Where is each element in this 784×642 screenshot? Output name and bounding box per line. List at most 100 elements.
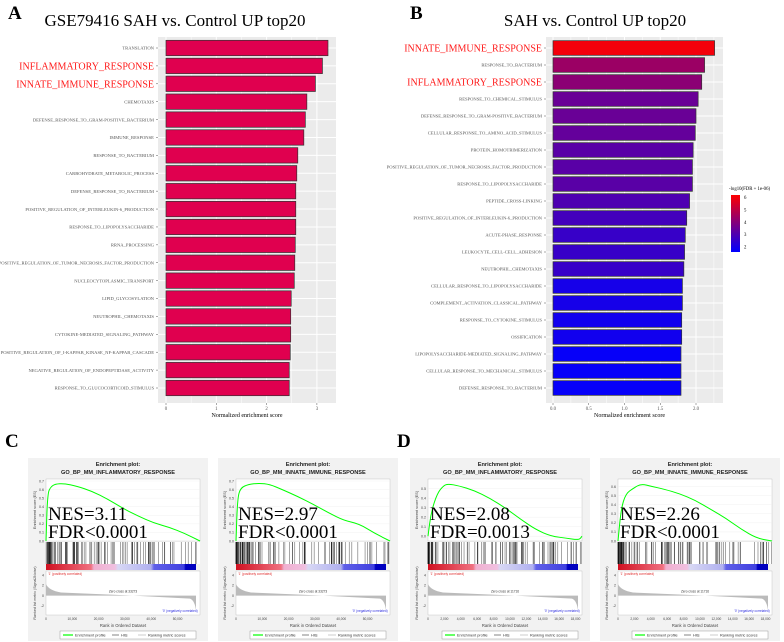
ranked-color-bar — [428, 564, 578, 570]
x-tick-label: 0 — [165, 407, 168, 412]
legend-metric-label: Ranking metric scores — [720, 634, 758, 638]
y-tick-label: 0.0 — [421, 535, 426, 539]
legend-hits-label: Hits — [311, 634, 318, 638]
x-tick-label: 8,000 — [490, 617, 498, 621]
category-label: RESPONSE_TO_LIPOPOLYSACCHARIDE — [69, 225, 154, 230]
category-label: INFLAMMATORY_RESPONSE — [19, 61, 154, 72]
y-tick-label: 0.0 — [39, 539, 44, 543]
es-curve — [45, 483, 201, 542]
category-label: DEFENSE_RESPONSE_TO_BACTERIUM — [459, 386, 542, 391]
y-tick-label: 0.4 — [229, 505, 234, 509]
x-tick-label: 1.5 — [657, 407, 664, 412]
x-axis-label: Rank in Ordered Dataset — [672, 623, 719, 628]
x-tick-label: 10,000 — [67, 617, 77, 621]
bar — [165, 165, 298, 182]
bar — [165, 379, 290, 397]
category-label: DEFENSE_RESPONSE_TO_BACTERIUM — [71, 189, 154, 194]
category-label: ACUTE-PHASE_RESPONSE — [485, 233, 542, 238]
category-label: CHEMOTAXIS — [124, 99, 154, 104]
category-label: RESPONSE_TO_LIPOPOLYSACCHARIDE — [457, 182, 542, 187]
bar — [165, 39, 329, 57]
gsea-plot: Enrichment plot: GO_BP_MM_INNATE_IMMUNE_R… — [218, 458, 398, 641]
nes-text: NES=2.08 — [430, 504, 510, 525]
category-label: NEUTROPHIL_CHEMOTAXIS — [481, 267, 542, 272]
es-curve — [235, 482, 391, 542]
y-tick-label: 0.5 — [229, 496, 234, 500]
bar — [165, 183, 297, 200]
negative-label: '0' (negatively correlated) — [352, 609, 387, 613]
bar — [552, 380, 682, 396]
category-label: LIPID_GLYCOSYLATION — [102, 296, 155, 301]
bar — [165, 272, 295, 289]
x-tick-label: 0 — [45, 617, 47, 621]
es-plot-area — [45, 478, 201, 542]
gsea-title: Enrichment plot: — [668, 462, 713, 468]
legend-profile-label: Enrichment profile — [265, 634, 296, 638]
category-label: RESPONSE_TO_BACTERIUM — [93, 153, 154, 158]
gsea-plot: Enrichment plot: GO_BP_MM_INFLAMMATORY_RE… — [28, 458, 208, 641]
gsea-title: GO_BP_MM_INFLAMMATORY_RESPONSE — [443, 470, 557, 476]
metric-tick-label: 2 — [614, 584, 616, 588]
x-tick-label: 0 — [235, 617, 237, 621]
y-axis-label: Enrichment score (ES) — [223, 490, 227, 529]
x-tick-label: 0 — [617, 617, 619, 621]
x-axis-label: Rank in Ordered Dataset — [100, 623, 147, 628]
y-tick-label: 0.3 — [421, 506, 426, 510]
es-curve — [617, 484, 773, 542]
legend-box — [631, 630, 769, 640]
metric-y-label: Ranked list metric (Signal2Noise) — [605, 566, 609, 619]
y-axis-label: Enrichment score (ES) — [33, 490, 37, 529]
x-tick-label: 4,000 — [647, 617, 655, 621]
category-label: POSITIVE_REGULATION_OF_INTERLEUKIN-6_PRO… — [25, 207, 154, 212]
bar — [552, 108, 697, 124]
y-tick-label: 0.2 — [611, 521, 616, 525]
bar — [552, 91, 699, 107]
bar-chart-b: SAH vs. Control UP top20 INNATE_IMMUNE_RE… — [387, 11, 771, 419]
bar-chart-a: GSE79416 SAH vs. Control UP top20 TRANSLA… — [0, 11, 336, 419]
bar — [552, 227, 686, 243]
es-plot-area — [235, 478, 391, 542]
fdr-text: FDR<0.0001 — [238, 522, 338, 543]
x-tick-label: 2,000 — [440, 617, 448, 621]
y-axis-label: Enrichment score (ES) — [415, 490, 419, 529]
chart-title: SAH vs. Control UP top20 — [504, 11, 686, 30]
category-label: RRNA_PROCESSING — [111, 243, 155, 248]
legend-tick: 5 — [744, 208, 747, 213]
y-tick-label: 0.0 — [229, 539, 234, 543]
bar — [165, 201, 297, 218]
positive-label: '1' (positively correlated) — [620, 572, 654, 576]
y-tick-label: 0.3 — [611, 512, 616, 516]
y-tick-label: 0.1 — [611, 530, 616, 534]
ranked-color-bar — [46, 564, 196, 570]
metric-tick-label: 0 — [424, 594, 426, 598]
category-label: IMMUNE_RESPONSE — [110, 135, 155, 140]
legend-tick: 3 — [744, 233, 747, 238]
hits-area — [46, 542, 200, 564]
legend-hits-label: Hits — [693, 634, 700, 638]
category-label: CELLULAR_RESPONSE_TO_MECHANICAL_STIMULUS — [426, 369, 542, 374]
category-label: RESPONSE_TO_CYTOKINE_STIMULUS — [460, 318, 543, 323]
category-label: CARBOHYDRATE_METABOLIC_PROCESS — [66, 171, 155, 176]
x-tick-label: 10,000 — [257, 617, 267, 621]
metric-y-label: Ranked list metric (Signal2Noise) — [33, 566, 37, 619]
nes-text: NES=2.26 — [620, 504, 700, 525]
y-tick-label: 0.7 — [229, 479, 234, 483]
bar — [165, 218, 297, 235]
x-tick-label: 40,000 — [146, 617, 156, 621]
legend-hits-label: Hits — [503, 634, 510, 638]
x-tick-label: 20,000 — [94, 617, 104, 621]
bar — [165, 344, 291, 361]
bar — [552, 278, 683, 294]
x-tick-label: 1 — [215, 407, 218, 412]
gsea-title: Enrichment plot: — [286, 462, 331, 468]
x-tick-label: 3 — [316, 407, 319, 412]
category-label: NUCLEOCYTOPLASMIC_TRANSPORT — [74, 278, 154, 283]
legend-metric-label: Ranking metric scores — [530, 634, 568, 638]
x-tick-label: 10,000 — [695, 617, 705, 621]
x-tick-label: 6,000 — [663, 617, 671, 621]
legend-metric-label: Ranking metric scores — [148, 634, 186, 638]
bar — [552, 125, 696, 141]
metric-tick-label: 0 — [232, 594, 234, 598]
category-label: LEUKOCYTE_CELL-CELL_ADHESION — [462, 250, 543, 255]
x-tick-label: 2 — [265, 407, 268, 412]
